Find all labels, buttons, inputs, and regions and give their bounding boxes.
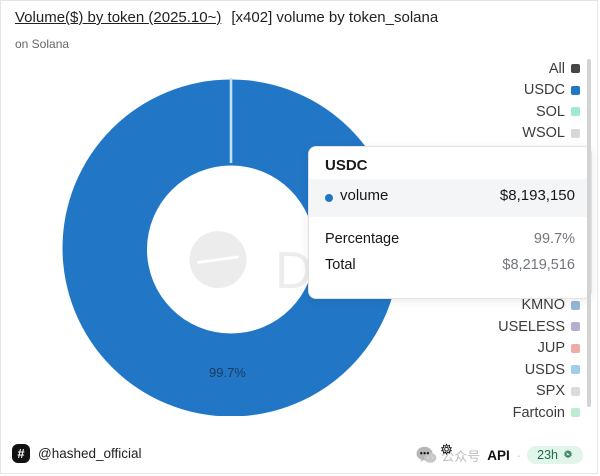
svg-text:D: D bbox=[275, 242, 313, 300]
